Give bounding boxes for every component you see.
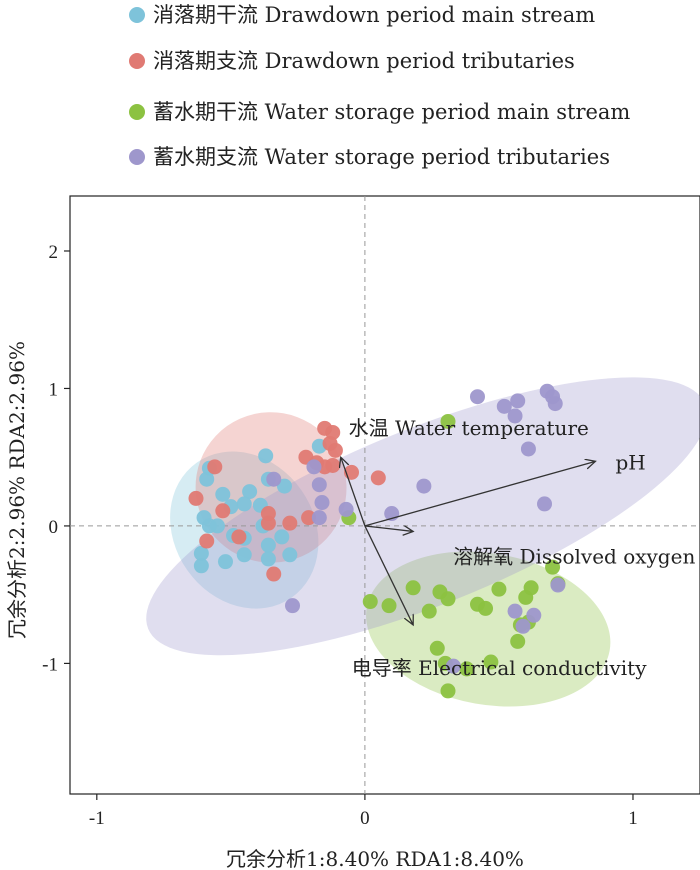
point-series3-22 [440,683,456,699]
point-series4-2 [496,398,512,414]
point-series1-21 [217,554,233,570]
point-series1-3 [215,486,231,502]
point-series1-22 [236,547,252,563]
point-series1-8 [258,448,274,464]
vector-arrow-4 [364,525,413,625]
vector-label-1: 水温 Water temperature [349,416,589,440]
point-series4-8 [520,441,536,457]
point-series3-1 [440,413,456,429]
point-series2-20 [266,566,282,582]
point-series4-4 [507,408,523,424]
confidence-ellipse-4 [146,377,700,656]
point-series3-9 [429,640,445,656]
legend-marker-3 [129,104,145,120]
point-series1-24 [282,547,298,563]
point-series4-22 [445,658,461,674]
point-series2-18 [199,533,215,549]
vector-arrow-2 [364,461,596,527]
legend-marker-1 [129,7,145,23]
legend-marker-2 [129,53,145,69]
y-axis-title: 冗余分析2:2.96% RDA2:2.96% [5,341,29,639]
point-series1-20 [193,558,209,574]
point-series4-3 [510,393,526,409]
point-series2-16 [282,515,298,531]
vector-label-2: pH [615,450,645,474]
vector-label-4: 电导率 Electrical conductivity [352,656,647,680]
point-series2-15 [260,515,276,531]
point-series3-6 [421,603,437,619]
x-tick-label-2: 0 [360,808,370,829]
point-series4-21 [550,577,566,593]
point-series4-17 [285,598,301,614]
point-series1-13 [209,518,225,534]
point-series2-17 [301,510,317,526]
legend-label-3: 蓄水期干流 Water storage period main stream [153,100,630,124]
point-series4-15 [338,501,354,517]
point-series4-12 [306,459,322,475]
vector-arrow-1 [341,457,366,527]
x-axis-title: 冗余分析1:8.40% RDA1:8.40% [226,847,524,870]
point-series1-19 [193,545,209,561]
point-series1-6 [236,496,252,512]
point-series4-20 [526,607,542,623]
y-tick-label-1: -1 [42,654,58,675]
point-series3-5 [405,580,421,596]
point-series4-23 [311,510,327,526]
plot-area: 水温 Water temperature pH 溶解氧 Dissolved oxyg… [42,195,700,829]
point-series4-19 [515,618,531,634]
legend-label-4: 蓄水期支流 Water storage period tributaries [153,145,610,169]
point-series4-1 [469,389,485,405]
point-series1-23 [260,551,276,567]
point-series3-11 [459,661,475,677]
point-series1-10 [276,478,292,494]
point-series3-20 [545,559,561,575]
y-tick-label-2: 0 [49,517,59,538]
legend-label-1: 消落期干流 Drawdown period main stream [153,3,595,27]
point-series4-10 [416,478,432,494]
point-series3-23 [523,580,539,596]
x-tick-label-3: 1 [628,808,638,829]
point-series4-16 [266,471,282,487]
confidence-ellipse-3 [366,551,611,707]
point-series3-14 [491,581,507,597]
point-series3-8 [440,591,456,607]
plot-frame [69,195,700,795]
point-series2-11 [317,459,333,475]
x-tick-label-1: -1 [89,808,105,829]
point-series3-4 [381,598,397,614]
legend-label-2: 消落期支流 Drawdown period tributaries [153,49,575,73]
point-series1-2 [199,471,215,487]
point-series1-4 [242,484,258,500]
point-series1-17 [274,529,290,545]
point-series3-13 [478,600,494,616]
point-series3-16 [510,633,526,649]
point-series2-3 [215,503,231,519]
point-series3-3 [362,594,378,610]
legend-marker-4 [129,149,145,165]
point-series1-18 [260,537,276,553]
vector-label-3: 溶解氧 Dissolved oxygen [453,544,695,568]
vector-arrow-3 [364,525,413,531]
point-series4-13 [311,477,327,493]
point-series2-14 [370,470,386,486]
point-series4-7 [547,396,563,412]
point-series4-9 [537,496,553,512]
point-series4-14 [314,495,330,511]
point-series2-19 [231,529,247,545]
point-series2-2 [188,490,204,506]
point-series2-1 [207,459,223,475]
y-tick-label-4: 2 [49,242,59,263]
point-series2-12 [327,442,343,458]
legend: 消落期干流 Drawdown period main stream 消落期支流 D… [129,3,630,169]
point-series3-15 [483,654,499,670]
point-series4-18 [507,603,523,619]
y-tick-label-3: 1 [49,379,59,400]
